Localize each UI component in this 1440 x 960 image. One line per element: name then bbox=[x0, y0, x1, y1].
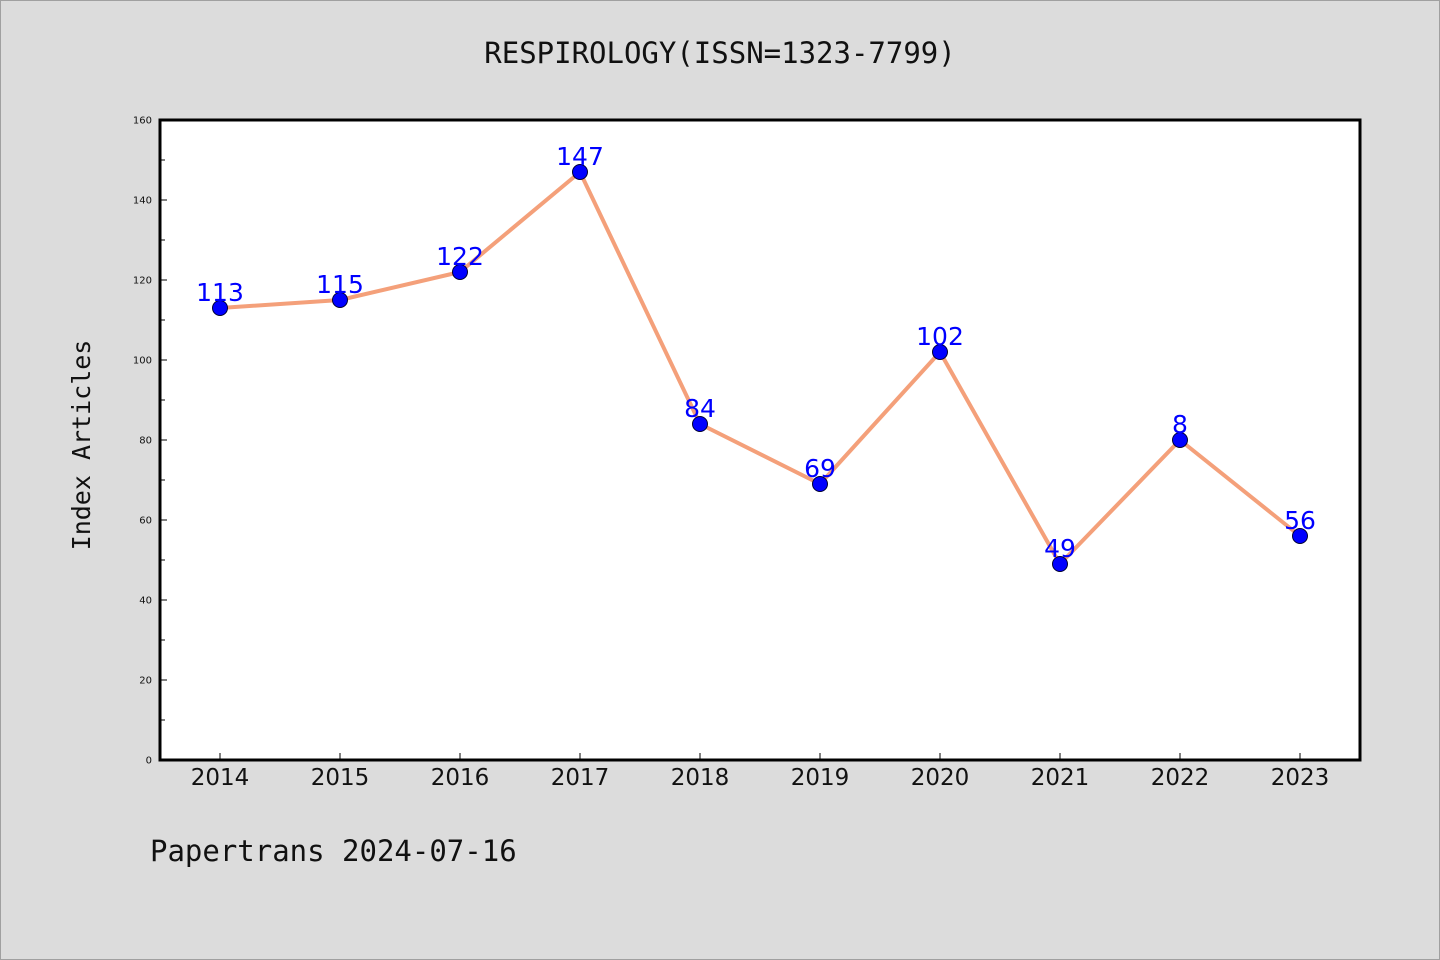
y-tick-label: 160 bbox=[133, 116, 152, 127]
data-label: 8 bbox=[1172, 410, 1188, 439]
y-tick-label: 60 bbox=[139, 516, 152, 527]
x-tick-label: 2018 bbox=[671, 765, 730, 791]
data-label: 122 bbox=[436, 242, 484, 271]
data-point bbox=[212, 300, 228, 316]
data-label: 69 bbox=[804, 454, 836, 483]
data-point bbox=[1052, 556, 1068, 572]
data-point bbox=[1292, 528, 1308, 544]
data-label: 102 bbox=[916, 322, 964, 351]
data-point bbox=[932, 344, 948, 360]
x-tick-label: 2015 bbox=[311, 765, 370, 791]
x-tick-label: 2021 bbox=[1031, 765, 1090, 791]
data-label: 49 bbox=[1044, 534, 1076, 563]
data-point bbox=[1172, 432, 1188, 448]
x-tick-label: 2014 bbox=[191, 765, 250, 791]
y-axis-label: Index Articles bbox=[67, 340, 96, 551]
data-point bbox=[812, 476, 828, 492]
x-tick-label: 2020 bbox=[911, 765, 970, 791]
y-tick-label: 0 bbox=[146, 756, 152, 767]
x-tick-label: 2022 bbox=[1151, 765, 1210, 791]
y-tick-label: 120 bbox=[133, 276, 152, 287]
data-label: 113 bbox=[196, 278, 244, 307]
data-label: 84 bbox=[684, 394, 716, 423]
data-point bbox=[692, 416, 708, 432]
y-tick-label: 20 bbox=[139, 676, 152, 687]
x-tick-label: 2023 bbox=[1271, 765, 1330, 791]
y-tick-label: 40 bbox=[139, 596, 152, 607]
y-tick-label: 80 bbox=[139, 436, 152, 447]
y-tick-label: 100 bbox=[133, 356, 152, 367]
y-tick-label: 140 bbox=[133, 196, 152, 207]
data-point bbox=[572, 164, 588, 180]
data-point bbox=[332, 292, 348, 308]
data-point bbox=[452, 264, 468, 280]
footer-text: Papertrans 2024-07-16 bbox=[150, 834, 517, 868]
x-tick-label: 2016 bbox=[431, 765, 490, 791]
chart-title: RESPIROLOGY(ISSN=1323-7799) bbox=[484, 36, 956, 70]
series-line bbox=[219, 170, 1302, 566]
data-label: 56 bbox=[1284, 506, 1316, 535]
x-tick-label: 2017 bbox=[551, 765, 610, 791]
data-label: 115 bbox=[316, 270, 364, 299]
x-tick-label: 2019 bbox=[791, 765, 850, 791]
plot-area bbox=[158, 118, 1362, 762]
data-label: 147 bbox=[556, 142, 604, 171]
